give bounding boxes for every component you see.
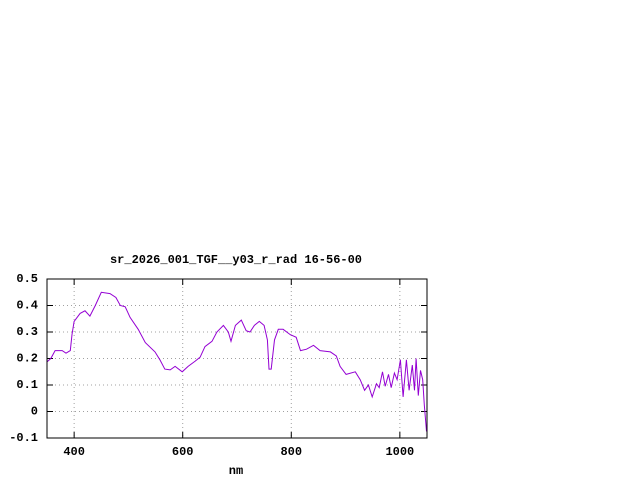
y-tick-label: 0.3: [16, 325, 38, 339]
plot-border: [46, 278, 428, 439]
y-tick-label: 0.2: [16, 352, 38, 366]
y-tick-label: 0.5: [16, 272, 38, 286]
chart-title: sr_2026_001_TGF__y03_r_rad 16-56-00: [110, 253, 362, 267]
data-line: [46, 291, 427, 432]
x-tick-label: 800: [280, 445, 302, 459]
y-tick-label: 0: [31, 405, 38, 419]
y-tick-label: 0.4: [16, 299, 38, 313]
y-tick-label: 0.1: [16, 378, 38, 392]
x-tick-label: 600: [172, 445, 194, 459]
x-axis-label: nm: [229, 464, 243, 478]
y-tick-label: -0.1: [9, 431, 38, 445]
x-tick-label: 1000: [385, 445, 414, 459]
x-tick-label: 400: [63, 445, 85, 459]
